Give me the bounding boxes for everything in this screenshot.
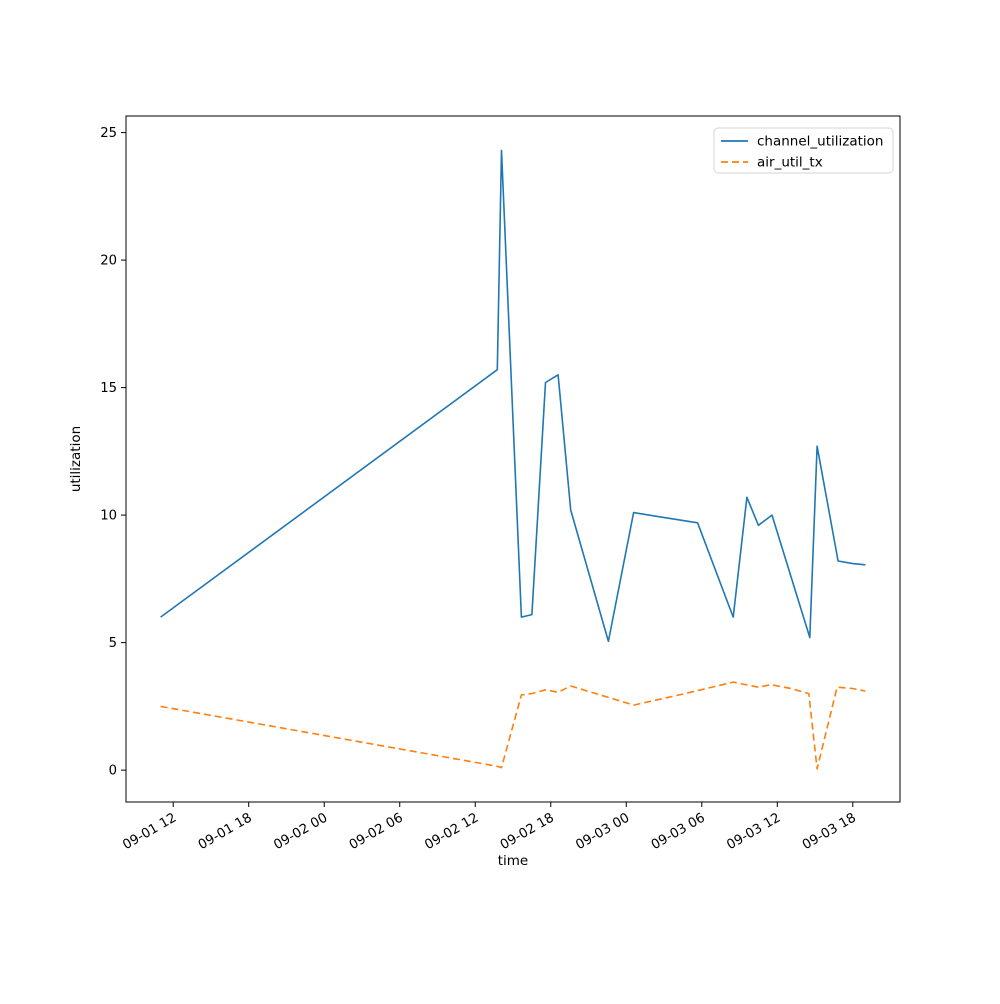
x-tick-label: 09-02 06	[347, 810, 406, 853]
y-tick-label: 10	[100, 509, 117, 524]
series-line-channel_utilization	[160, 149, 866, 643]
x-tick-label: 09-02 00	[271, 810, 330, 853]
x-tick-label: 09-03 12	[724, 810, 783, 853]
axes-border	[125, 115, 901, 803]
legend-label-air_util_tx: air_util_tx	[757, 155, 823, 171]
y-axis-label: utilization	[68, 426, 84, 492]
x-tick-label: 09-01 18	[196, 810, 255, 853]
series-lines	[160, 149, 866, 770]
y-axis: 0 5 10 15 20 25	[100, 126, 126, 779]
x-tick-label: 09-03 18	[800, 810, 859, 853]
x-tick-label: 09-03 06	[649, 810, 708, 853]
x-axis-label: time	[498, 853, 529, 869]
y-tick-label: 0	[109, 764, 117, 779]
axis-labels: time utilization	[68, 426, 528, 869]
y-tick-label: 25	[100, 126, 117, 141]
x-tick-label: 09-02 18	[498, 810, 557, 853]
plot-frame	[125, 115, 901, 803]
y-tick-label: 20	[100, 254, 117, 269]
legend: channel_utilization air_util_tx	[713, 127, 894, 174]
x-tick-label: 09-01 12	[120, 810, 179, 853]
legend-label-channel_utilization: channel_utilization	[757, 134, 884, 150]
y-tick-label: 5	[109, 636, 117, 651]
legend-box	[713, 127, 894, 174]
x-axis: 09-01 12 09-01 18 09-02 00 09-02 06 09-02 12…	[120, 802, 859, 853]
series-line-air_util_tx	[160, 681, 866, 770]
y-tick-label: 15	[100, 381, 117, 396]
x-tick-label: 09-02 12	[422, 810, 481, 853]
x-tick-label: 09-03 00	[573, 810, 632, 853]
